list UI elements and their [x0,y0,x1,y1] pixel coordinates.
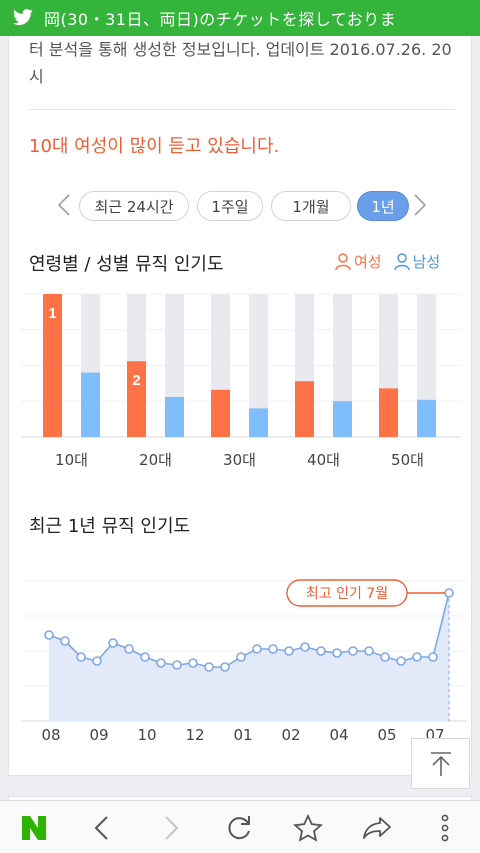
back-icon [94,816,108,840]
legend-female: 여성 [335,251,382,272]
bar-female [127,361,146,437]
data-point [92,656,102,666]
legend-male: 남성 [393,251,441,272]
arrow-up-icon [430,751,451,776]
back-button[interactable] [85,811,119,845]
naver-logo-icon [22,816,46,840]
period-tab-week[interactable]: 1주일 [197,191,263,221]
status-bar: 岡(30・31日、両日)のチケットを探しておりま [0,0,480,36]
x-tick-label: 20대 [139,451,172,469]
x-tick-label: 05 [377,726,396,741]
scroll-to-top-button[interactable] [411,738,470,789]
bar-track [249,294,268,437]
notification-ticker: 岡(30・31日、両日)のチケットを探しておりま [44,10,397,29]
bookmark-button[interactable] [291,811,325,845]
peak-callout-label: 최고 인기 7월 [306,586,388,602]
x-tick-label: 09 [89,726,108,741]
data-point [204,662,214,672]
female-person-icon [335,252,351,270]
data-point [268,644,278,654]
bar-male [249,408,268,437]
data-point [428,652,438,662]
data-point [300,642,310,652]
x-tick-label: 08 [41,726,60,741]
male-person-icon [393,252,410,270]
period-tab-24h[interactable]: 최근 24시간 [79,191,189,221]
data-point [252,644,262,654]
data-point [444,588,454,598]
bar-female [43,294,62,437]
next-arrow-icon[interactable] [413,194,427,216]
data-point [284,646,294,656]
x-tick-label: 30대 [223,451,256,469]
x-tick-label: 10대 [55,451,88,469]
data-point [364,646,374,656]
forward-icon [165,816,179,840]
data-point [108,638,118,648]
age-gender-bar-chart: 1 10대 2 20대 30대 40대 50대 [21,293,461,469]
share-icon [363,817,391,839]
bar-female [295,381,314,437]
data-point [348,646,358,656]
period-selector: 최근 24시간 1주일 1개월 1년 [57,188,427,222]
trend-title: 최근 1년 뮤직 인기도 [29,516,191,537]
x-tick-label: 01 [233,726,252,741]
share-button[interactable] [360,811,394,845]
x-tick-label: 07 [425,726,444,741]
legend-male-label: 남성 [412,253,441,271]
bar-female [211,389,230,437]
period-tab-year[interactable]: 1년 [357,191,409,221]
browser-toolbar [0,800,480,853]
data-point [396,656,406,666]
x-tick-label: 10 [137,726,156,741]
legend-female-label: 여성 [354,253,382,271]
trend-area [49,593,449,721]
data-point [188,658,198,668]
data-point [220,662,230,672]
chart-legend: 여성 남성 [335,251,440,272]
bookmark-star-icon [293,814,323,842]
more-icon [441,814,449,842]
x-tick-label: 04 [329,726,348,741]
data-point [380,652,390,662]
refresh-button[interactable] [222,811,256,845]
refresh-icon [228,816,250,840]
headline: 10대 여성이 많이 듣고 있습니다. [29,136,280,157]
rank-label: 2 [132,372,140,389]
bar-male [333,401,352,437]
data-point [140,652,150,662]
data-point [124,644,134,654]
more-menu-button[interactable] [428,811,462,845]
bar-female [379,388,398,437]
data-point [76,652,86,662]
forward-button[interactable] [154,811,188,845]
bar-male [81,372,100,437]
data-point [332,648,342,658]
rank-label: 1 [48,305,56,322]
period-tab-month[interactable]: 1개월 [271,191,351,221]
x-tick-label: 50대 [391,451,424,469]
data-point [60,636,70,646]
twitter-bird-icon [13,9,33,26]
x-tick-label: 40대 [307,451,340,469]
prev-arrow-icon[interactable] [57,194,71,216]
yearly-trend-chart: 최고 인기 7월 08 09 10 12 01 02 04 05 07 [21,579,467,741]
data-point [172,660,182,670]
x-tick-label: 12 [185,726,204,741]
naver-home-button[interactable] [17,811,51,845]
age-gender-title: 연령별 / 성별 뮤직 인기도 [29,254,224,275]
peak-callout [286,579,408,607]
x-tick-label: 02 [281,726,300,741]
data-point [236,652,246,662]
bar-male [417,399,436,437]
bar-male [165,396,184,437]
divider [29,109,455,110]
data-point [412,652,422,662]
intro-text: 터 분석을 통해 생성한 정보입니다. 업데이트 2016.07.26. 20시 [29,40,452,86]
music-stats-card: 터 분석을 통해 생성한 정보입니다. 업데이트 2016.07.26. 20시… [8,36,472,776]
data-point [44,630,54,640]
data-point [156,658,166,668]
data-point [316,646,326,656]
